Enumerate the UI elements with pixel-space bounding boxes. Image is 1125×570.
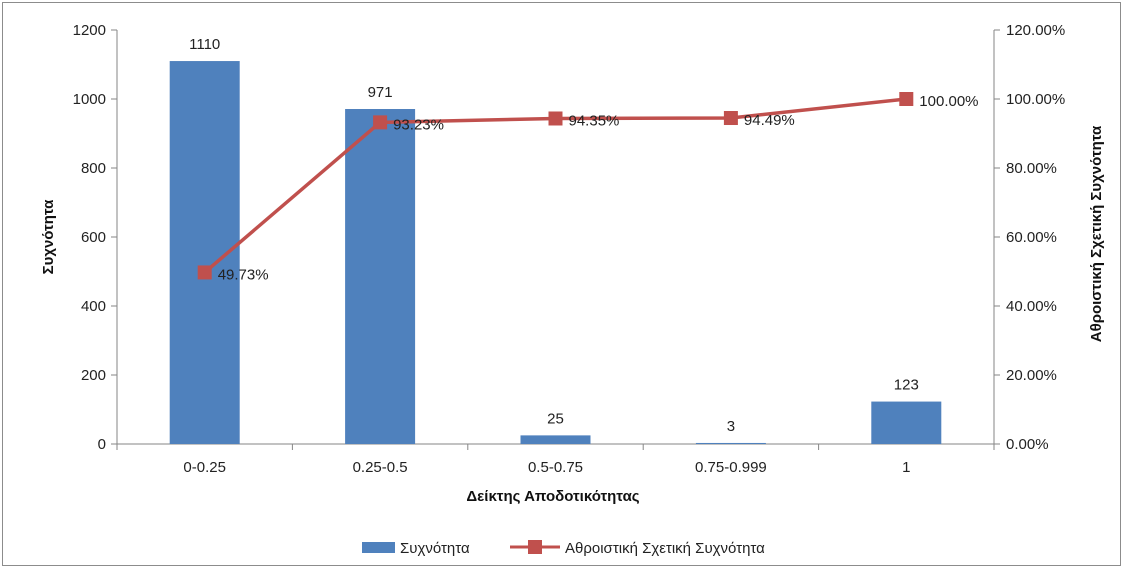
x-axis-title: Δείκτης Αποδοτικότητας <box>466 488 639 505</box>
line-point-marker <box>723 111 738 126</box>
line-data-label: 94.35% <box>569 112 620 129</box>
y2-tick-label: 100.00% <box>1006 91 1065 108</box>
bar-data-label: 3 <box>727 418 735 435</box>
line-point-marker <box>899 92 914 106</box>
bar <box>520 435 591 444</box>
y2-tick-label: 80.00% <box>1006 160 1057 177</box>
y2-tick-label: 60.00% <box>1006 229 1057 246</box>
line-data-label: 94.49% <box>744 112 795 129</box>
bar-data-label: 25 <box>547 410 564 427</box>
y2-tick-label: 120.00% <box>1006 22 1065 39</box>
line-point-marker <box>373 115 388 130</box>
y-tick-label: 0 <box>98 436 106 453</box>
bar <box>695 442 766 444</box>
legend-swatch-marker <box>528 540 542 554</box>
bar-data-label: 1110 <box>189 36 220 53</box>
bar <box>871 401 942 444</box>
y2-axis-title: Αθροιστική Σχετική Συχνότητα <box>1088 125 1105 342</box>
y-tick-label: 800 <box>81 160 106 177</box>
legend-label-line: Αθροιστική Σχετική Συχνότητα <box>565 540 765 557</box>
y2-tick-label: 0.00% <box>1006 436 1049 453</box>
y2-tick-label: 40.00% <box>1006 298 1057 315</box>
x-tick-label: 0.75-0.999 <box>695 459 767 476</box>
legend-label-bar: Συχνότητα <box>400 540 470 557</box>
bar <box>345 109 416 444</box>
y-axis-title: Συχνότητα <box>40 199 57 275</box>
line-point-marker <box>548 111 563 126</box>
line-data-label: 93.23% <box>393 116 444 133</box>
bars <box>169 61 942 445</box>
y-tick-label: 1200 <box>73 22 106 39</box>
x-tick-label: 1 <box>902 459 910 476</box>
legend-swatch-bar <box>362 542 395 553</box>
bar-data-label: 971 <box>368 84 393 101</box>
y-tick-label: 200 <box>81 367 106 384</box>
y-tick-label: 400 <box>81 298 106 315</box>
line-point-marker <box>197 265 212 280</box>
x-tick-label: 0-0.25 <box>183 459 226 476</box>
y-tick-label: 1000 <box>73 91 106 108</box>
line-data-label: 100.00% <box>919 93 978 110</box>
legend: Συχνότητα Αθροιστική Σχετική Συχνότητα <box>362 540 765 557</box>
line-data-label: 49.73% <box>218 266 269 283</box>
y-tick-label: 600 <box>81 229 106 246</box>
data-labels: 1110 971 25 3 123 49.73% 93.23% 94.35% 94.49% 100… <box>189 36 978 435</box>
cumulative-line <box>197 92 914 280</box>
bar-data-label: 123 <box>894 377 919 394</box>
y2-tick-label: 20.00% <box>1006 367 1057 384</box>
x-tick-label: 0.5-0.75 <box>528 459 583 476</box>
axes: 0 200 400 600 800 1000 1200 0.00% 20.00% 40.00% 60… <box>73 22 1066 476</box>
x-tick-label: 0.25-0.5 <box>353 459 408 476</box>
